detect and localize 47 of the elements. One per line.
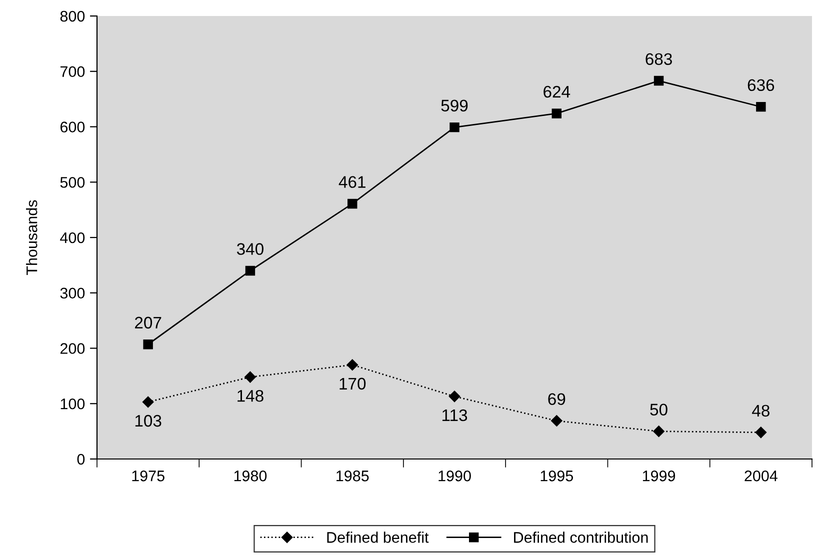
legend-label: Defined benefit — [327, 532, 429, 543]
y-tick-label: 300 — [60, 288, 85, 299]
data-label: 69 — [548, 393, 566, 405]
point — [448, 390, 460, 402]
point — [347, 198, 358, 209]
x-tick-label: 2004 — [744, 470, 778, 482]
point — [755, 426, 767, 438]
y-tick-label: 400 — [60, 232, 85, 244]
data-label: 461 — [338, 176, 366, 188]
point — [346, 359, 358, 370]
x-tick-label: 1980 — [234, 470, 267, 482]
data-label: 50 — [650, 404, 668, 416]
point — [551, 415, 562, 426]
data-label: 207 — [135, 316, 162, 329]
y-axis-title: Thousands — [26, 200, 38, 275]
point — [756, 102, 766, 112]
x-tick-label: 1985 — [336, 470, 369, 482]
data-label: 599 — [441, 100, 468, 112]
data-label: 636 — [748, 79, 774, 92]
data-label: 624 — [544, 86, 570, 98]
data-label: 48 — [752, 404, 770, 417]
point — [245, 266, 256, 276]
point — [244, 371, 256, 383]
x-tick-label: 1995 — [540, 470, 573, 482]
data-label: 683 — [646, 53, 672, 65]
point — [654, 76, 664, 86]
y-tick-label: 500 — [60, 176, 85, 188]
x-tick-label: 1990 — [438, 470, 471, 482]
y-tick-label: 200 — [60, 343, 85, 354]
y-tick-label: 700 — [60, 66, 85, 78]
y-tick-label: 600 — [60, 122, 85, 132]
y-tick-label: 0 — [77, 454, 85, 465]
data-label: 170 — [340, 378, 366, 390]
data-label: 103 — [135, 414, 162, 427]
point — [450, 122, 460, 132]
point — [653, 426, 664, 437]
data-label: 340 — [236, 243, 264, 255]
x-tick-label: 1999 — [642, 470, 676, 482]
x-tick-label: 1975 — [132, 470, 164, 482]
point — [143, 340, 153, 350]
data-label: 113 — [442, 409, 468, 422]
point — [142, 396, 154, 408]
point — [552, 108, 562, 118]
y-tick-label: 100 — [60, 398, 85, 410]
data-label: 148 — [238, 390, 264, 402]
legend-label: Defined contribution — [514, 532, 648, 543]
y-tick-label: 800 — [60, 10, 85, 22]
